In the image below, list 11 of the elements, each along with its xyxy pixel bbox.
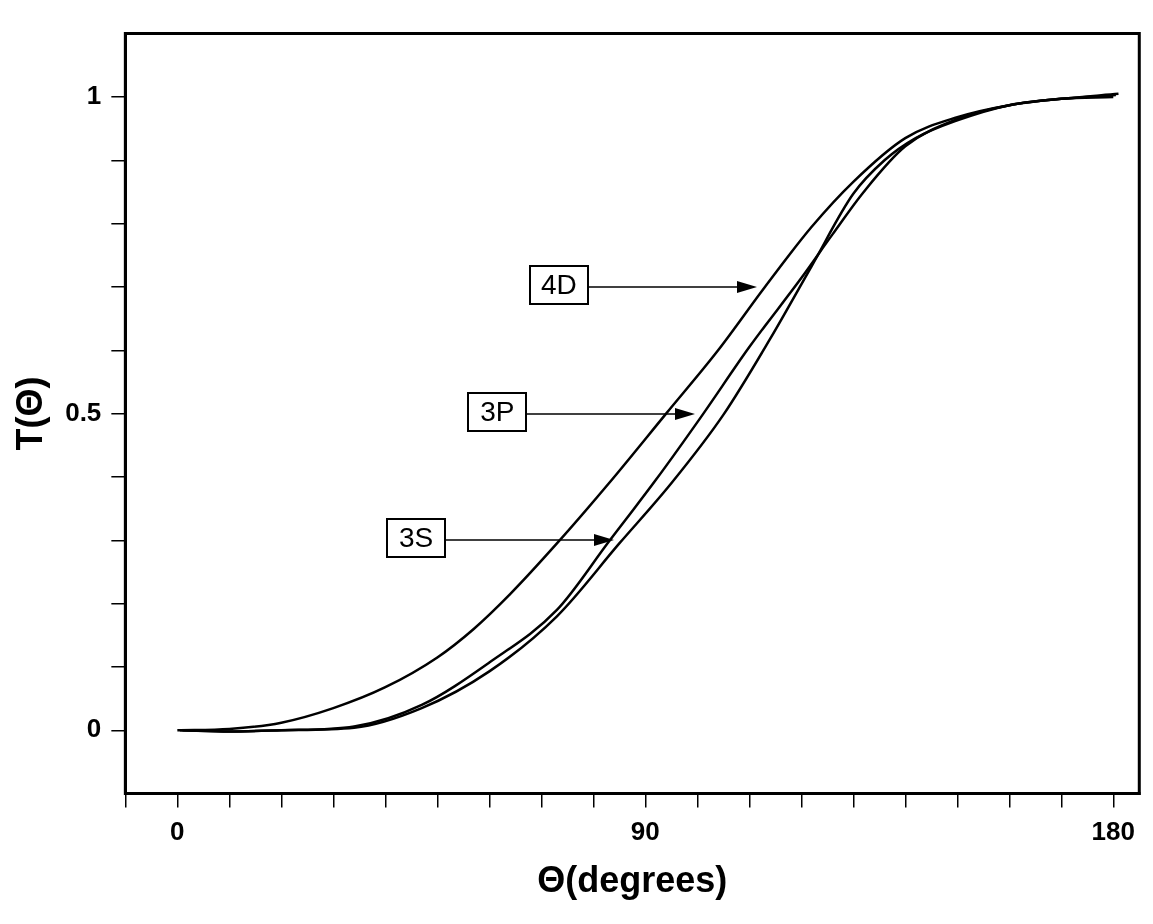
y-tick-label: 0 [86,713,102,744]
y-tick-label: 0.5 [65,396,102,427]
x-tick-label: 180 [1091,816,1135,847]
text: 4D [528,264,589,305]
x-tick-label: 90 [630,816,660,847]
y-tick-label: 1 [86,80,102,111]
text: 3S [386,518,447,559]
x-tick-label: 0 [170,816,185,847]
y-axis-title: T(Θ) [8,376,50,451]
x-axis-title: Θ(degrees) [537,859,728,901]
text: 3P [467,391,528,432]
